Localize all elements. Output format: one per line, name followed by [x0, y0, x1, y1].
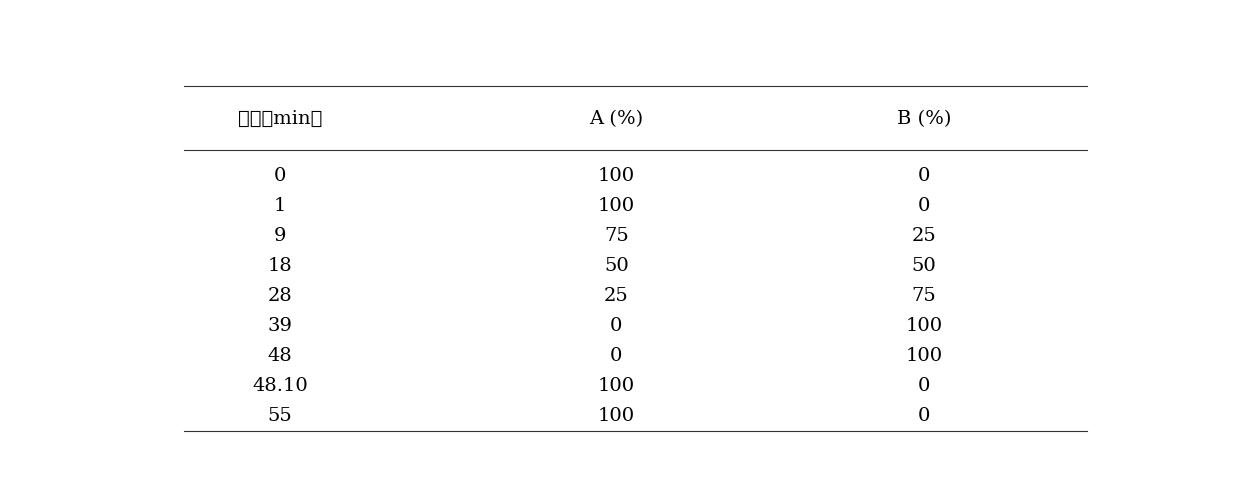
Text: 0: 0: [610, 317, 622, 335]
Text: 25: 25: [911, 227, 936, 245]
Text: 100: 100: [598, 407, 635, 425]
Text: A (%): A (%): [589, 110, 644, 128]
Text: 39: 39: [268, 317, 293, 335]
Text: B (%): B (%): [897, 110, 951, 128]
Text: 0: 0: [918, 377, 930, 395]
Text: 50: 50: [911, 257, 936, 275]
Text: 100: 100: [905, 317, 942, 335]
Text: 时间（min）: 时间（min）: [238, 110, 322, 128]
Text: 0: 0: [918, 167, 930, 185]
Text: 0: 0: [274, 167, 286, 185]
Text: 25: 25: [604, 287, 629, 305]
Text: 55: 55: [268, 407, 293, 425]
Text: 100: 100: [905, 347, 942, 365]
Text: 0: 0: [918, 197, 930, 215]
Text: 18: 18: [268, 257, 293, 275]
Text: 0: 0: [610, 347, 622, 365]
Text: 100: 100: [598, 167, 635, 185]
Text: 9: 9: [274, 227, 286, 245]
Text: 48: 48: [268, 347, 293, 365]
Text: 100: 100: [598, 197, 635, 215]
Text: 100: 100: [598, 377, 635, 395]
Text: 48.10: 48.10: [252, 377, 308, 395]
Text: 1: 1: [274, 197, 286, 215]
Text: 75: 75: [604, 227, 629, 245]
Text: 75: 75: [911, 287, 936, 305]
Text: 28: 28: [268, 287, 293, 305]
Text: 50: 50: [604, 257, 629, 275]
Text: 0: 0: [918, 407, 930, 425]
